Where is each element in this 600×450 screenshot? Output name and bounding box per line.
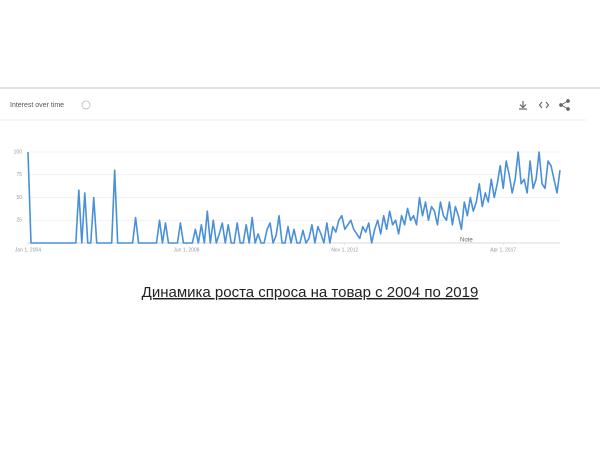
- caption: Динамика роста спроса на товар с 2004 по…: [142, 284, 479, 301]
- y-tick-label: 75: [16, 172, 22, 178]
- x-tick-label: Jan 1, 2004: [15, 247, 41, 253]
- y-tick-label: 25: [16, 218, 22, 224]
- share-icon[interactable]: [559, 99, 570, 111]
- download-icon[interactable]: [519, 101, 527, 110]
- x-tick-label: Jun 1, 2008: [173, 247, 199, 253]
- y-tick-label: 100: [14, 149, 23, 155]
- y-tick-label: 50: [16, 195, 22, 201]
- line-series: [27, 151, 561, 244]
- note: Note: [460, 238, 473, 244]
- help-icon[interactable]: [81, 100, 91, 110]
- x-tick-label: Apr 1, 2017: [490, 247, 516, 253]
- x-tick-label: Nov 1, 2012: [331, 247, 358, 253]
- embed-icon[interactable]: [538, 101, 550, 109]
- chart-title: Interest over time: [10, 102, 64, 109]
